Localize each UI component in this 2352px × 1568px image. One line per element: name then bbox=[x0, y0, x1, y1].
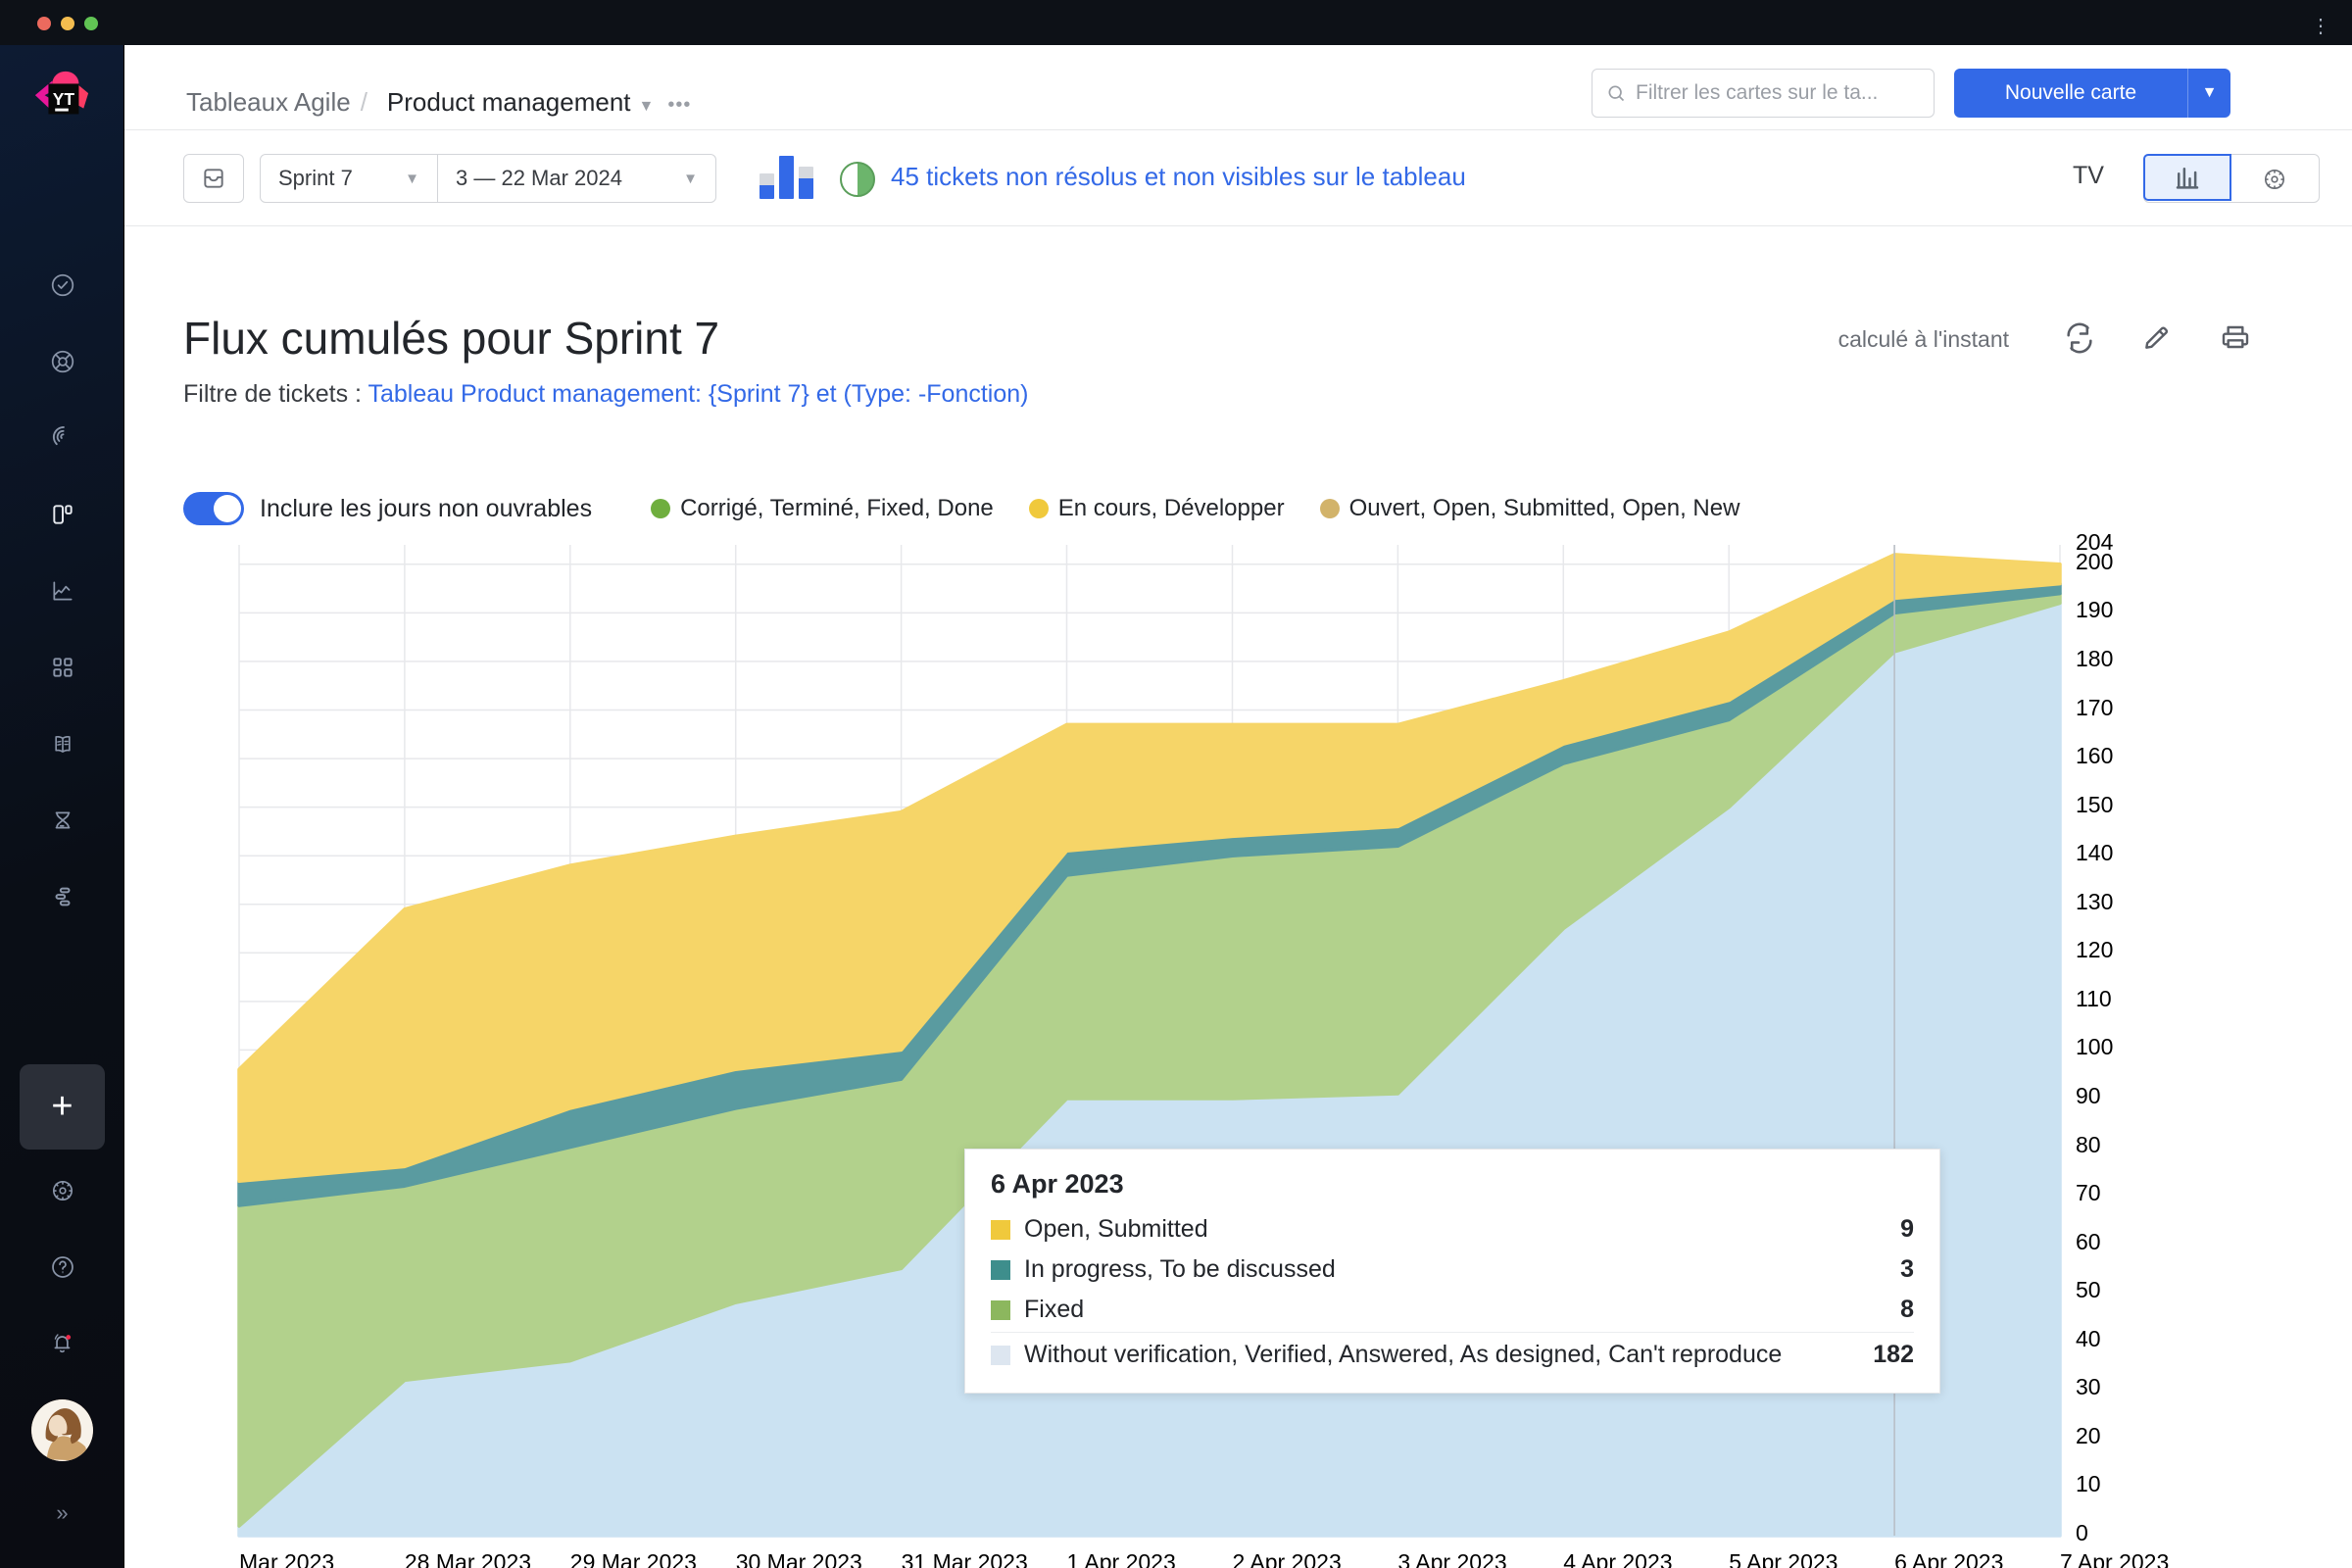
svg-text:YT: YT bbox=[53, 89, 75, 109]
